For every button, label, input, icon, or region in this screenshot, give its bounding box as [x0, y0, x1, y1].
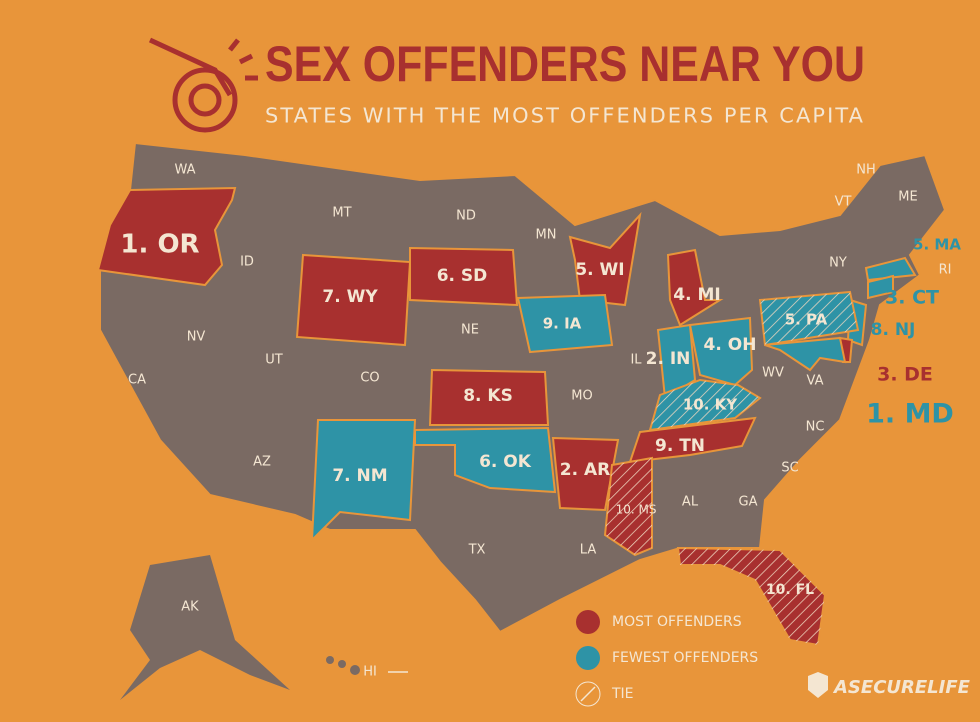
state-label: 2. AR — [560, 460, 610, 480]
alaska — [120, 555, 290, 700]
state-label: MO — [571, 389, 592, 404]
state-region — [628, 416, 757, 464]
state-label: AK — [181, 600, 199, 615]
state-label: SC — [781, 461, 798, 476]
state-label: AL — [682, 495, 699, 510]
state-region — [688, 316, 754, 387]
state-region — [666, 248, 724, 327]
state-label: 5. WI — [575, 260, 624, 280]
legend-swatch — [576, 646, 600, 670]
state-region — [516, 293, 614, 354]
state-label: 2. IN — [646, 349, 691, 369]
state-label: NV — [187, 330, 206, 345]
state-label: HI — [363, 665, 377, 680]
state-label: NC — [806, 420, 825, 435]
state-region — [428, 368, 550, 426]
state-label: 1. OR — [120, 230, 199, 260]
state-label: CA — [128, 373, 146, 388]
state-region — [96, 186, 237, 287]
state-label: CO — [360, 371, 379, 386]
state-label: 5. MA — [913, 236, 961, 254]
state-label: UT — [265, 353, 283, 368]
state-label: MT — [332, 206, 351, 221]
tie-hatch — [650, 380, 760, 430]
state-label: 3. CT — [885, 287, 939, 309]
state-label: TX — [468, 543, 486, 558]
state-label: 10. FL — [766, 582, 814, 598]
state-label: 5. PA — [785, 311, 828, 329]
legend-label: FEWEST OFFENDERS — [612, 650, 758, 666]
state-label: 10. KY — [683, 396, 738, 414]
state-label: ND — [456, 209, 476, 224]
state-label: 9. IA — [543, 315, 582, 333]
state-label: MN — [536, 228, 557, 243]
brand: ASECURELIFE — [832, 677, 971, 698]
state-label: NE — [461, 323, 479, 338]
state-region — [414, 426, 557, 494]
state-label: IL — [630, 353, 642, 368]
state-label: 6. OK — [479, 452, 532, 472]
tie-hatch — [760, 292, 858, 345]
state-region — [568, 211, 642, 307]
state-region — [310, 419, 417, 543]
state-region — [295, 253, 412, 347]
state-label: ID — [240, 255, 254, 270]
state-label: 7. NM — [332, 466, 387, 486]
tie-hatch — [605, 458, 652, 555]
state-label: VA — [807, 374, 824, 389]
legend-hatch — [580, 686, 596, 702]
state-region — [656, 323, 697, 400]
legend-label: TIE — [611, 686, 634, 702]
state-label: 1. MD — [866, 399, 954, 430]
state-region — [764, 336, 847, 372]
state-label: 9. TN — [655, 436, 705, 456]
legend-swatch — [575, 681, 601, 707]
hawaii — [326, 656, 360, 675]
state-label: VT — [835, 195, 852, 210]
state-region — [551, 436, 620, 512]
state-label: LA — [580, 543, 597, 558]
title: SEX OFFENDERS NEAR YOU — [265, 36, 865, 92]
legend-label: MOST OFFENDERS — [612, 614, 742, 630]
us-map — [96, 141, 947, 700]
state-region — [409, 246, 519, 307]
state-label: 7. WY — [322, 287, 378, 307]
state-label: 8. KS — [463, 386, 513, 406]
state-label: WV — [762, 366, 784, 381]
state-label: 3. DE — [877, 364, 933, 386]
brand-logo: ASECURELIFE — [808, 672, 971, 698]
state-label: GA — [739, 495, 758, 510]
state-label: NH — [856, 163, 876, 178]
state-label: ME — [898, 190, 917, 205]
tie-hatch — [678, 548, 825, 645]
whistle-icon — [148, 37, 258, 133]
state-label: 4. MI — [673, 285, 720, 305]
state-label: 8. NJ — [871, 320, 916, 340]
legend-swatch — [576, 610, 600, 634]
state-label: RI — [939, 263, 952, 278]
state-label: AZ — [253, 455, 271, 470]
subtitle: STATES WITH THE MOST OFFENDERS PER CAPIT… — [265, 104, 865, 128]
state-label: 4. OH — [704, 335, 757, 355]
state-label: NY — [829, 256, 847, 271]
state-label: 6. SD — [437, 266, 488, 286]
state-region — [867, 274, 894, 300]
state-label: WA — [174, 163, 195, 178]
state-label: 10. MS — [616, 503, 657, 517]
state-region — [864, 256, 917, 282]
